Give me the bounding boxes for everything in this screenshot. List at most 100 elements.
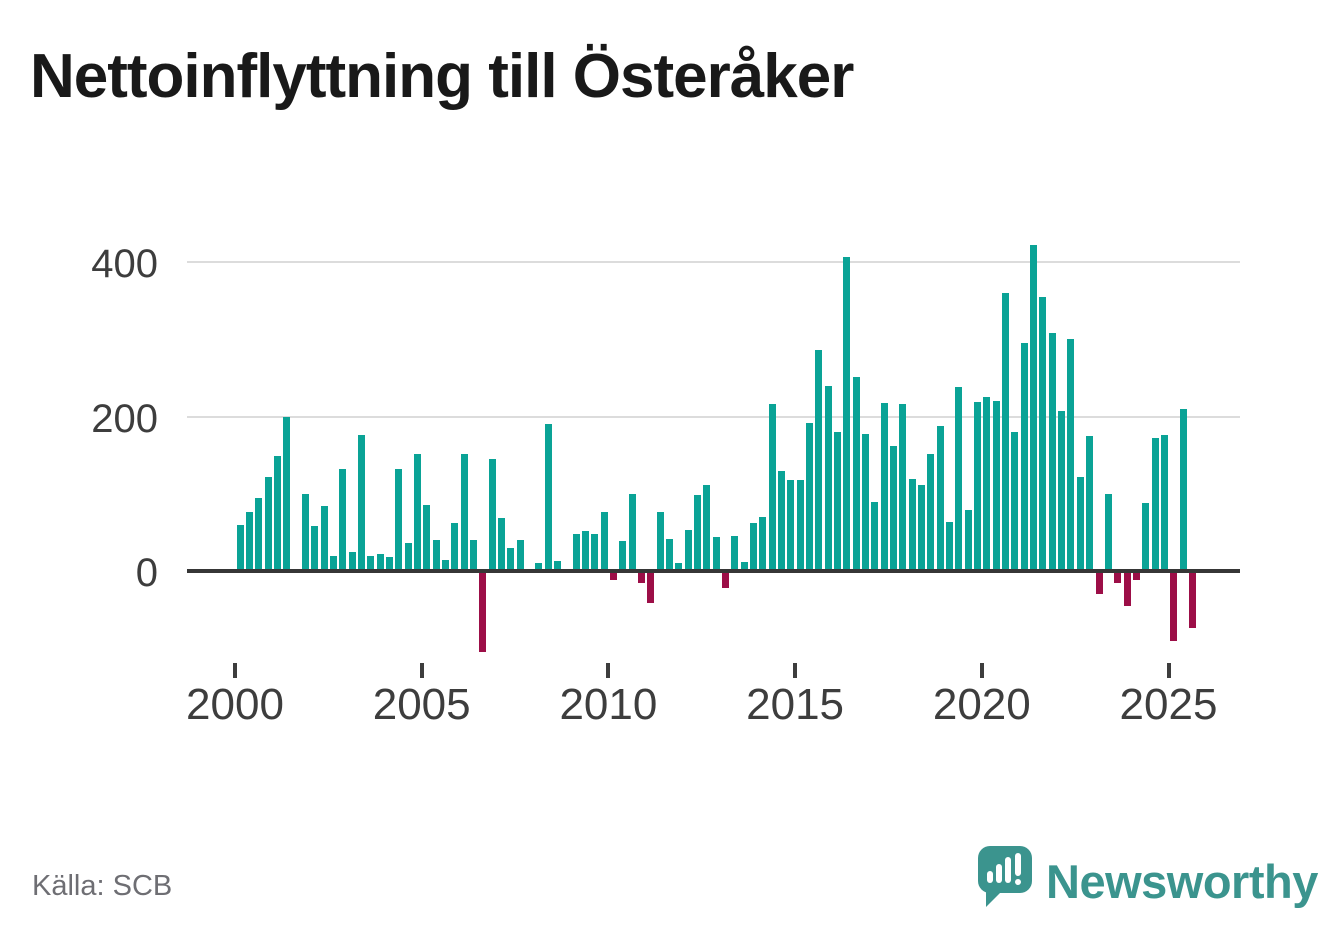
bar-2024-q3	[1151, 438, 1159, 571]
bar-2023-q2	[1104, 493, 1112, 571]
bar-2016-q4	[862, 433, 870, 571]
x-axis-label-2015: 2015	[746, 680, 845, 729]
x-axis-zero-line	[187, 569, 1240, 573]
bar-2009-q4	[600, 511, 608, 571]
bar-2008-q1	[535, 563, 543, 571]
logo-chart-bar-icon	[996, 864, 1002, 883]
bar-2023-q1	[1095, 571, 1103, 595]
bar-2006-q2	[469, 540, 477, 571]
bar-2006-q1	[460, 453, 468, 571]
bar-2012-q1	[684, 530, 692, 571]
bar-2022-q1	[1058, 410, 1066, 571]
bar-2001-q1	[273, 456, 281, 571]
bar-2019-q4	[974, 402, 982, 571]
bar-2022-q4	[1086, 435, 1094, 571]
bar-2021-q4	[1048, 332, 1056, 571]
bar-2020-q4	[1011, 432, 1019, 571]
plot-area: 0 200 400 2000 2005 2010 2015 2020 2025	[91, 242, 1240, 729]
bar-2011-q2	[656, 511, 664, 571]
y-axis-label-200: 200	[91, 396, 158, 441]
bar-2000-q4	[264, 476, 272, 571]
bar-2024-q4	[1160, 435, 1168, 571]
source-label: Källa: SCB	[32, 870, 173, 902]
bar-2017-q2	[880, 402, 888, 571]
x-axis-label-2010: 2010	[559, 680, 658, 729]
bar-2005-q1	[423, 505, 431, 571]
bar-2003-q3	[367, 556, 375, 571]
x-axis-label-2005: 2005	[372, 680, 471, 729]
bar-2007-q1	[497, 517, 505, 571]
bar-2001-q4	[301, 493, 309, 571]
bar-2011-q1	[647, 571, 655, 604]
bar-2000-q1	[236, 524, 244, 571]
x-axis-tick-2010	[606, 663, 611, 678]
y-axis-label-400: 400	[91, 242, 158, 287]
bar-2022-q2	[1067, 338, 1075, 571]
bar-2024-q2	[1142, 503, 1150, 571]
bar-2020-q3	[1002, 293, 1010, 571]
bar-2000-q3	[255, 497, 263, 571]
logo-chart-bar-icon	[987, 871, 993, 883]
bar-2005-q4	[451, 523, 459, 571]
bar-2003-q4	[376, 554, 384, 571]
newsworthy-logo: Newsworthy	[978, 844, 1318, 924]
bar-2006-q4	[488, 459, 496, 571]
bar-2016-q2	[843, 256, 851, 571]
bar-2001-q2	[283, 416, 291, 571]
bar-2022-q3	[1076, 476, 1084, 571]
bar-2010-q1	[609, 571, 617, 581]
bar-2002-q3	[329, 555, 337, 571]
y-gridline-400	[187, 261, 1240, 264]
bar-2023-q4	[1123, 571, 1131, 606]
bar-2017-q3	[890, 446, 898, 571]
bar-2014-q2	[768, 403, 776, 571]
x-axis-tick-2005	[419, 663, 424, 678]
bar-2019-q3	[964, 510, 972, 571]
bar-2015-q1	[796, 479, 804, 571]
x-axis-label-2000: 2000	[186, 680, 284, 729]
bar-2016-q1	[834, 432, 842, 571]
bar-2005-q3	[441, 560, 449, 571]
bar-2007-q3	[516, 540, 524, 571]
bar-2010-q3	[628, 493, 636, 571]
bar-2021-q3	[1039, 297, 1047, 571]
newsworthy-logo-icon	[978, 846, 1032, 908]
bar-2002-q4	[339, 469, 347, 571]
bar-2018-q1	[908, 479, 916, 571]
x-axis-tick-2000	[233, 663, 237, 678]
bar-2002-q2	[320, 506, 328, 571]
x-axis-label-2025: 2025	[1119, 680, 1218, 729]
bar-2015-q2	[806, 422, 814, 571]
bar-2016-q3	[852, 377, 860, 571]
exclamation-icon	[1015, 853, 1021, 876]
y-axis-label-0: 0	[135, 551, 158, 595]
bar-2009-q2	[581, 530, 589, 571]
bar-2012-q2	[694, 495, 701, 571]
x-axis-tick-2020	[979, 663, 984, 678]
bar-2025-q3	[1188, 571, 1196, 629]
bar-2013-q1	[722, 571, 730, 588]
bar-2010-q2	[619, 540, 627, 571]
logo-chart-bar-icon	[1005, 857, 1011, 883]
bar-2003-q1	[348, 551, 356, 571]
newsworthy-wordmark: Newsworthy	[1046, 855, 1318, 908]
bar-2025-q1	[1170, 571, 1178, 642]
exclamation-dot-icon	[1015, 879, 1021, 885]
bar-2020-q1	[983, 397, 991, 571]
speech-bubble-tail	[986, 890, 1003, 907]
bar-2014-q4	[787, 479, 795, 571]
bar-2017-q4	[899, 404, 907, 571]
y-gridline-200	[187, 415, 1240, 418]
bar-2013-q4	[750, 523, 758, 571]
bar-2009-q1	[572, 533, 580, 571]
bar-2013-q2	[731, 536, 739, 571]
chart-title: Nettoinflyttning till Österåker	[30, 42, 854, 111]
bar-2010-q4	[637, 571, 645, 584]
bar-2005-q2	[432, 540, 440, 571]
bar-2020-q2	[992, 401, 1000, 571]
bar-2004-q2	[395, 469, 403, 571]
x-axis-tick-2015	[793, 663, 798, 678]
bar-2003-q2	[357, 435, 365, 571]
bar-2004-q1	[385, 557, 393, 571]
bar-2025-q2	[1179, 408, 1187, 571]
